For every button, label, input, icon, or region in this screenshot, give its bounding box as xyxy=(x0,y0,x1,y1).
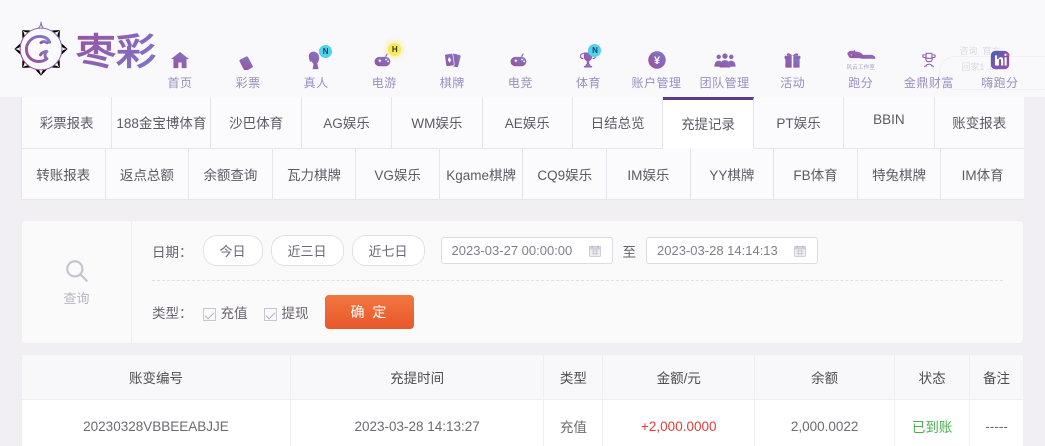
svg-text:¥: ¥ xyxy=(654,55,660,67)
